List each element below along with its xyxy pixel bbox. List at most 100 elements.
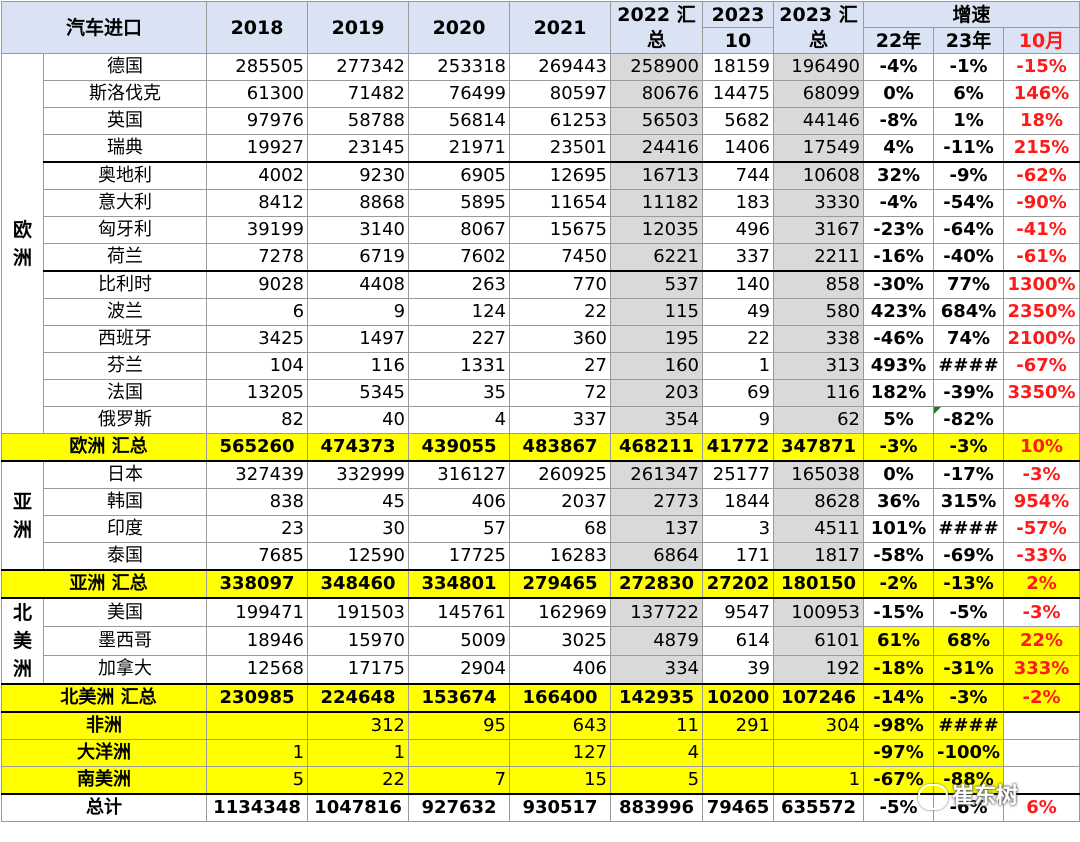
value-cell: 332999: [307, 460, 410, 489]
value-cell: 11654: [509, 189, 612, 217]
value-cell: 61300: [206, 80, 309, 108]
value-cell: 39199: [206, 216, 309, 244]
value-cell: 107246: [773, 683, 865, 713]
value-cell: 253318: [408, 53, 511, 81]
growth-cell: 146%: [1003, 80, 1080, 108]
header-2022-top: 2022 汇: [610, 1, 704, 28]
header-2022-bottom: 总: [610, 27, 704, 54]
value-cell: 15970: [307, 626, 410, 656]
value-cell: 72: [509, 379, 612, 407]
country-name: 南美洲: [0, 766, 208, 795]
header-title: 汽车进口: [0, 1, 208, 54]
table-row: 大洋洲 1 1 127 4 -97% -100%: [0, 739, 1080, 767]
growth-cell: -13%: [933, 569, 1005, 599]
growth-cell: -18%: [863, 654, 935, 685]
country-name: 大洋洲: [0, 739, 208, 767]
growth-cell: -11%: [933, 134, 1005, 163]
country-name: 奥地利: [42, 161, 208, 190]
table-row: 波兰 6 9 124 22 115 49 580 423% 684% 2350%: [2, 298, 1080, 326]
growth-cell: -4%: [863, 53, 935, 81]
country-name: 斯洛伐克: [42, 80, 208, 108]
value-cell: 1: [773, 766, 865, 795]
value-cell: 279465: [509, 569, 612, 599]
value-cell: 127: [509, 739, 612, 767]
import-table: 汽车进口 2018 2019 2020 2021 2022 汇 2023 202…: [0, 1, 1080, 822]
value-cell: 7602: [408, 243, 511, 272]
value-cell: 327439: [206, 460, 309, 489]
country-name: 泰国: [42, 542, 208, 571]
value-cell: 104: [206, 352, 309, 380]
value-cell: 261347: [610, 460, 704, 489]
growth-cell: -97%: [863, 739, 935, 767]
country-name: 意大利: [42, 189, 208, 217]
value-cell: 95: [408, 711, 511, 740]
value-cell: [408, 739, 511, 767]
growth-cell: -69%: [933, 542, 1005, 571]
growth-cell: -100%: [933, 739, 1005, 767]
value-cell: 1406: [702, 134, 775, 163]
value-cell: 272830: [610, 569, 704, 599]
growth-cell: -40%: [933, 243, 1005, 272]
value-cell: 439055: [408, 433, 511, 462]
value-cell: 406: [408, 488, 511, 516]
value-cell: 203: [610, 379, 704, 407]
growth-cell: -9%: [933, 161, 1005, 190]
region-north-america: 北美洲: [1, 597, 44, 685]
value-cell: 614: [702, 626, 775, 656]
value-cell: 334801: [408, 569, 511, 599]
growth-cell: 77%: [933, 270, 1005, 299]
growth-cell: -58%: [863, 542, 935, 571]
value-cell: 115: [610, 298, 704, 326]
value-cell: 68099: [773, 80, 865, 108]
value-cell: 140: [702, 270, 775, 299]
value-cell: 6864: [610, 542, 704, 571]
value-cell: 6: [206, 298, 309, 326]
table-row: 俄罗斯 82 40 4 337 354 9 62 5% -82%: [2, 406, 1080, 434]
growth-cell: ####: [933, 352, 1005, 380]
table-row: 非洲 312 95 643 11 291 304 -98% ####: [0, 711, 1080, 740]
growth-cell: 493%: [863, 352, 935, 380]
header-2019: 2019: [307, 1, 410, 54]
growth-cell: -39%: [933, 379, 1005, 407]
value-cell: 16283: [509, 542, 612, 571]
value-cell: 57: [408, 515, 511, 543]
value-cell: 269443: [509, 53, 612, 81]
value-cell: 137: [610, 515, 704, 543]
growth-cell: 1%: [933, 107, 1005, 135]
value-cell: 258900: [610, 53, 704, 81]
growth-cell: 6%: [1003, 793, 1080, 822]
summary-row: 亚洲 汇总 338097 348460 334801 279465 272830 27202…: [0, 569, 1080, 599]
country-name: 韩国: [42, 488, 208, 516]
growth-cell: 36%: [863, 488, 935, 516]
value-cell: 6101: [773, 626, 865, 656]
value-cell: 22: [509, 298, 612, 326]
growth-cell: -61%: [1003, 243, 1080, 272]
growth-cell: -31%: [933, 654, 1005, 685]
value-cell: 15: [509, 766, 612, 795]
value-cell: 5895: [408, 189, 511, 217]
value-cell: 165038: [773, 460, 865, 489]
growth-cell: -15%: [1003, 53, 1080, 81]
growth-cell: 68%: [933, 626, 1005, 656]
value-cell: 7685: [206, 542, 309, 571]
growth-cell: 215%: [1003, 134, 1080, 163]
value-cell: 9028: [206, 270, 309, 299]
value-cell: 69: [702, 379, 775, 407]
country-name: 非洲: [0, 711, 208, 740]
value-cell: 5682: [702, 107, 775, 135]
value-cell: 56503: [610, 107, 704, 135]
value-cell: 483867: [509, 433, 612, 462]
value-cell: 180150: [773, 569, 865, 599]
growth-cell: -41%: [1003, 216, 1080, 244]
growth-cell: 6%: [933, 80, 1005, 108]
growth-cell: 4%: [863, 134, 935, 163]
growth-cell: -16%: [863, 243, 935, 272]
value-cell: 30: [307, 515, 410, 543]
value-cell: 12590: [307, 542, 410, 571]
region-europe: 欧洲: [1, 53, 44, 434]
header-growth-23: 23年: [933, 27, 1005, 54]
value-cell: 27: [509, 352, 612, 380]
growth-cell: -3%: [863, 433, 935, 462]
growth-cell: 74%: [933, 325, 1005, 353]
value-cell: 354: [610, 406, 704, 434]
